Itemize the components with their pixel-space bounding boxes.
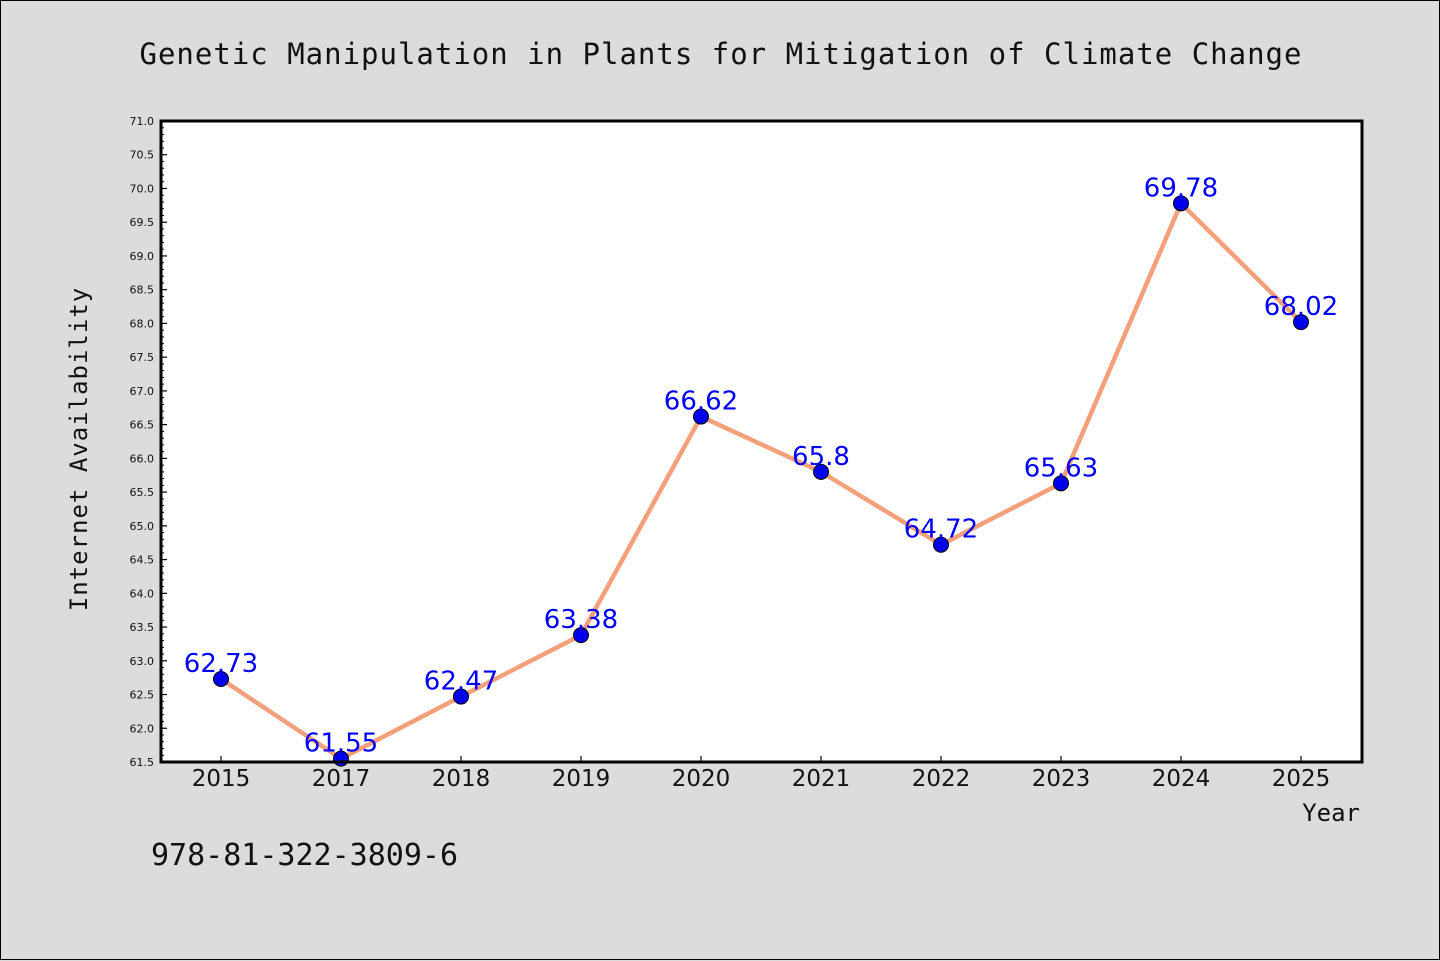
data-label: 65.63	[1024, 453, 1098, 483]
y-tick-label: 61.5	[130, 756, 155, 769]
data-point	[1053, 475, 1069, 492]
data-label: 62.47	[424, 667, 498, 697]
y-tick-label: 69.0	[130, 250, 155, 263]
x-tick-label: 2024	[1152, 766, 1211, 792]
y-tick-label: 69.5	[130, 216, 155, 229]
x-tick-label: 2019	[552, 766, 611, 792]
y-tick-label: 71.0	[130, 115, 155, 128]
data-point	[693, 408, 709, 425]
data-label: 69.78	[1144, 173, 1218, 203]
data-label: 64.72	[904, 515, 978, 545]
y-tick-label: 63.5	[130, 621, 155, 634]
y-tick-label: 65.5	[130, 486, 155, 499]
x-tick-label: 2015	[192, 766, 251, 792]
y-tick-label: 66.5	[130, 419, 155, 432]
data-point	[453, 688, 469, 705]
isbn-text: 978-81-322-3809-6	[151, 838, 458, 873]
data-label: 68.02	[1264, 292, 1338, 322]
chart-title: Genetic Manipulation in Plants for Mitig…	[140, 37, 1303, 71]
x-axis: 2015 2017 2018 2019 2020 2021 2022 2023 2024 2025	[192, 756, 1331, 792]
x-axis-label: Year	[1302, 799, 1360, 827]
y-tick-label: 63.0	[130, 655, 155, 668]
x-tick-label: 2022	[912, 766, 971, 792]
data-label: 62.73	[184, 649, 258, 679]
x-tick-label: 2023	[1032, 766, 1091, 792]
x-tick-label: 2025	[1272, 766, 1331, 792]
y-tick-label: 65.0	[130, 520, 155, 533]
y-tick-label: 64.5	[130, 554, 155, 567]
x-tick-label: 2021	[792, 766, 851, 792]
data-point	[1173, 195, 1189, 212]
y-tick-label: 67.5	[130, 351, 155, 364]
y-tick-label: 66.0	[130, 452, 155, 465]
plot-border	[159, 119, 1364, 764]
data-label: 63.38	[544, 605, 618, 635]
data-label: 61.55	[304, 729, 378, 759]
x-tick-label: 2017	[312, 766, 371, 792]
data-point	[1293, 314, 1309, 331]
data-point	[213, 671, 229, 688]
y-tick-label: 62.5	[130, 689, 155, 702]
data-point	[813, 463, 829, 480]
x-tick-label: 2018	[432, 766, 491, 792]
data-label: 65.8	[792, 442, 850, 472]
y-tick-label: 67.0	[130, 385, 155, 398]
y-tick-label: 70.5	[130, 149, 155, 162]
plot-area	[161, 121, 1362, 762]
data-label: 66.62	[664, 387, 738, 417]
data-point	[933, 536, 949, 553]
y-tick-label: 62.0	[130, 722, 155, 735]
y-tick-label: 64.0	[130, 587, 155, 600]
series-line	[219, 201, 1303, 761]
x-tick-label: 2020	[672, 766, 731, 792]
series-group: 62.73 61.55 62.47 63.38 66.62 65.8 64.72 65.63 6…	[184, 173, 1338, 767]
y-tick-label: 68.5	[130, 284, 155, 297]
y-tick-label: 70.0	[130, 182, 155, 195]
data-point	[573, 627, 589, 644]
y-axis-label: Internet Availability	[65, 287, 93, 611]
y-tick-label: 68.0	[130, 317, 155, 330]
